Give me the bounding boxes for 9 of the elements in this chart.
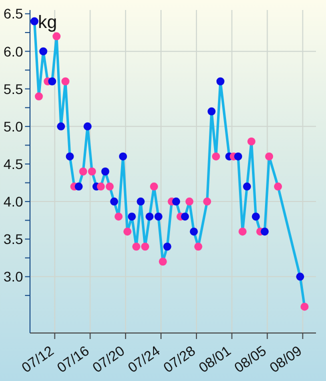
y-tick-label: 4.0 <box>4 194 24 210</box>
y-axis-title: kg <box>38 12 58 32</box>
y-tick-label: 5.5 <box>4 80 24 97</box>
y-tick-label: 6.5 <box>4 6 24 22</box>
y-tick-label: 3.0 <box>4 268 24 285</box>
y-tick-label: 3.5 <box>4 231 24 248</box>
y-tick-label: 4.5 <box>4 156 24 172</box>
y-tick-label: 6.0 <box>4 43 24 60</box>
y-tick-label: 5.0 <box>4 118 24 134</box>
